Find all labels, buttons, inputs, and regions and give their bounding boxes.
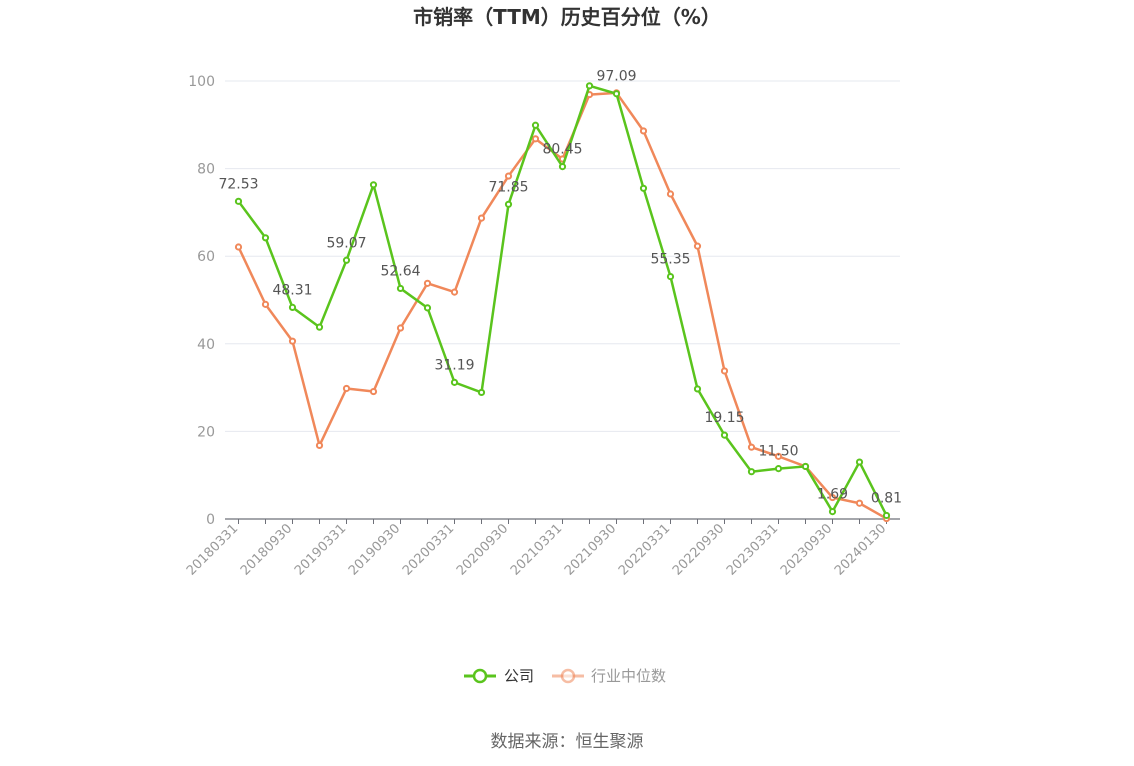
data-label: 31.19 bbox=[434, 357, 474, 373]
legend-industry-label: 行业中位数 bbox=[591, 667, 666, 685]
series-1-point bbox=[747, 443, 756, 451]
data-label: 11.50 bbox=[758, 444, 798, 460]
series-1-point bbox=[288, 337, 297, 345]
data-source: 数据来源：恒生聚源 bbox=[491, 732, 644, 752]
series-1-point bbox=[423, 279, 432, 287]
series-1-point bbox=[720, 367, 729, 375]
data-label: 97.09 bbox=[596, 69, 636, 85]
series-1-point bbox=[639, 127, 648, 135]
grid-lines bbox=[225, 80, 900, 432]
data-label: 72.53 bbox=[218, 176, 258, 192]
data-label: 1.69 bbox=[817, 487, 848, 503]
y-tick-label: 20 bbox=[197, 424, 215, 440]
series-0-point bbox=[720, 431, 729, 439]
series-1-point bbox=[504, 172, 513, 180]
data-label: 0.81 bbox=[871, 490, 902, 506]
data-label: 71.85 bbox=[488, 179, 528, 195]
series-lines bbox=[234, 82, 891, 523]
x-tick-label: 20200930 bbox=[454, 521, 511, 578]
series-1-point bbox=[693, 242, 702, 250]
x-tick-label: 20240130 bbox=[832, 521, 889, 578]
data-label: 48.31 bbox=[272, 282, 312, 298]
y-tick-label: 40 bbox=[197, 337, 215, 353]
x-tick-label: 20220331 bbox=[616, 521, 673, 578]
series-0-point bbox=[855, 458, 864, 466]
series-0-point bbox=[504, 200, 513, 208]
chart-title: 市销率（TTM）历史百分位（%） bbox=[413, 5, 721, 29]
series-0-point bbox=[342, 256, 351, 264]
series-1-point bbox=[774, 452, 783, 460]
x-tick-label: 20230930 bbox=[778, 521, 835, 578]
series-1-point bbox=[828, 493, 837, 502]
x-tick-label: 20190930 bbox=[346, 521, 403, 578]
series-1-point bbox=[396, 324, 405, 332]
y-tick-label: 80 bbox=[197, 162, 215, 178]
series-1-point bbox=[477, 214, 486, 222]
series-0-point bbox=[423, 304, 432, 312]
series-0-point bbox=[315, 323, 324, 331]
series-0-point bbox=[639, 184, 648, 192]
series-1-point bbox=[315, 441, 324, 450]
legend-item-company[interactable]: 公司 bbox=[464, 667, 534, 685]
series-1-point bbox=[531, 135, 540, 143]
data-label: 80.45 bbox=[542, 142, 582, 158]
series-0-point bbox=[882, 511, 891, 520]
series-1-point bbox=[666, 190, 675, 198]
series-0-point bbox=[450, 378, 459, 386]
series-0-point bbox=[585, 82, 594, 90]
series-0-point bbox=[369, 181, 378, 189]
x-tick-label: 20190331 bbox=[292, 521, 349, 578]
series-0-point bbox=[828, 507, 837, 516]
series-1-point bbox=[369, 387, 378, 396]
x-tick-label: 20220930 bbox=[670, 521, 727, 578]
series-0-point bbox=[747, 468, 756, 476]
legend-industry-marker bbox=[560, 668, 576, 684]
legend: 公司 行业中位数 bbox=[464, 667, 666, 685]
x-tick-label: 20180930 bbox=[238, 521, 295, 578]
data-label: 19.15 bbox=[704, 410, 744, 426]
series-0-point bbox=[693, 385, 702, 393]
legend-company-marker bbox=[472, 668, 488, 684]
series-0-point bbox=[396, 284, 405, 293]
series-0-point bbox=[612, 90, 621, 98]
x-tick-label: 20230331 bbox=[724, 521, 781, 578]
series-0-point bbox=[234, 197, 243, 205]
data-labels: 72.53 48.31 59.07 52.64 31.19 71.85 80.45 97.09… bbox=[218, 69, 902, 507]
series-0-point bbox=[477, 388, 486, 397]
series-1-point bbox=[261, 300, 270, 308]
series-1-point bbox=[855, 499, 864, 507]
legend-company-label: 公司 bbox=[504, 667, 534, 685]
x-tick-label: 20200331 bbox=[400, 521, 457, 578]
series-0-point bbox=[288, 303, 297, 312]
series-0-point bbox=[261, 234, 270, 242]
data-label: 59.07 bbox=[326, 235, 366, 251]
x-tick-label: 20210331 bbox=[508, 521, 565, 578]
series-1-point bbox=[342, 384, 351, 393]
series-0-point bbox=[558, 163, 567, 171]
series-1-point bbox=[234, 243, 243, 251]
y-tick-label: 100 bbox=[188, 74, 215, 90]
y-tick-label: 0 bbox=[206, 512, 215, 528]
x-tick-label: 20180331 bbox=[184, 521, 241, 578]
series-0-point bbox=[666, 272, 675, 281]
series-0-point bbox=[801, 462, 810, 471]
data-label: 52.64 bbox=[380, 263, 420, 279]
data-label: 55.35 bbox=[650, 252, 690, 268]
legend-item-industry-median[interactable]: 行业中位数 bbox=[552, 667, 666, 685]
series-0-point bbox=[774, 465, 783, 473]
series-1-point bbox=[450, 288, 459, 296]
y-tick-label: 60 bbox=[197, 249, 215, 265]
x-tick-label: 20210930 bbox=[562, 521, 619, 578]
series-0-point bbox=[531, 121, 540, 129]
